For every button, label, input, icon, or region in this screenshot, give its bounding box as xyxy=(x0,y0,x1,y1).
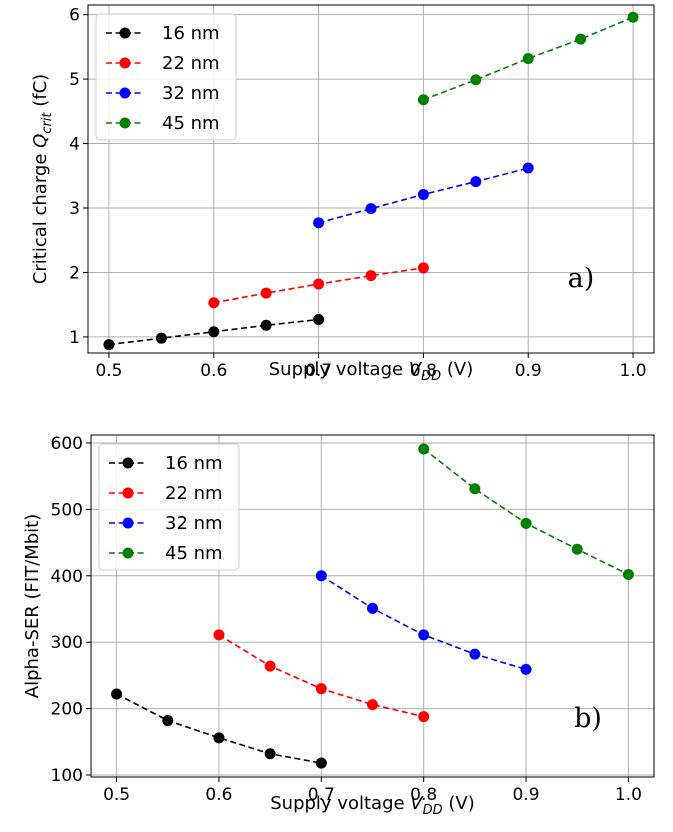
x-tick-label: 0.6 xyxy=(205,785,232,805)
data-point xyxy=(315,570,327,582)
y-tick-label: 300 xyxy=(51,633,83,653)
legend-label: 22 nm xyxy=(162,53,220,74)
data-point xyxy=(418,711,430,723)
legend-label: 16 nm xyxy=(162,23,220,44)
y-tick-label: 6 xyxy=(69,6,80,26)
legend-marker xyxy=(119,27,131,39)
data-point xyxy=(622,568,634,580)
data-point xyxy=(208,297,220,309)
data-point xyxy=(315,683,327,695)
data-point xyxy=(213,732,225,744)
panel-annotation: a) xyxy=(568,263,595,294)
x-tick-label: 0.7 xyxy=(305,361,332,381)
x-tick-label: 0.9 xyxy=(515,361,542,381)
legend-marker xyxy=(119,87,131,99)
x-tick-label: 1.0 xyxy=(615,785,642,805)
data-point xyxy=(208,326,220,338)
data-point xyxy=(418,629,430,641)
y-tick-label: 400 xyxy=(51,567,83,587)
x-tick-label: 0.5 xyxy=(95,361,122,381)
x-tick-label: 0.8 xyxy=(410,361,437,381)
data-point xyxy=(417,94,429,106)
legend-box xyxy=(98,443,240,571)
legend: 16 nm 22 nm 32 nm 45 nm xyxy=(95,13,237,141)
data-point xyxy=(575,33,587,45)
data-point xyxy=(313,217,325,229)
data-point xyxy=(213,629,225,641)
legend-marker xyxy=(119,117,131,129)
y-tick-label: 1 xyxy=(69,328,80,348)
y-axis-label: Alpha-SER (FIT/Mbit) xyxy=(22,514,43,698)
x-tick-label: 1.0 xyxy=(620,361,647,381)
x-tick-label: 0.7 xyxy=(308,785,335,805)
data-point xyxy=(417,188,429,200)
data-point xyxy=(365,203,377,215)
data-point xyxy=(260,287,272,299)
series-line xyxy=(116,693,322,764)
data-point xyxy=(365,270,377,282)
plot-frame xyxy=(90,434,655,778)
y-tick-label: 5 xyxy=(69,70,80,90)
data-point xyxy=(417,262,429,274)
data-point xyxy=(520,663,532,675)
data-point xyxy=(520,517,532,529)
x-tick-label: 0.9 xyxy=(513,785,540,805)
legend-label: 22 nm xyxy=(165,483,223,504)
plot-frame xyxy=(87,4,655,354)
x-axis-label: Supply voltage VDD (V) xyxy=(269,359,474,384)
y-tick-label: 100 xyxy=(51,766,83,786)
data-point xyxy=(155,332,167,344)
x-axis-label: Supply voltage VDD (V) xyxy=(270,793,475,818)
legend-marker xyxy=(122,517,134,529)
legend-label: 45 nm xyxy=(165,543,223,564)
y-tick-label: 600 xyxy=(51,434,83,454)
data-point xyxy=(260,319,272,331)
data-point xyxy=(313,278,325,290)
y-tick-label: 3 xyxy=(69,199,80,219)
data-point xyxy=(367,602,378,614)
data-point xyxy=(264,748,276,760)
data-point xyxy=(264,660,276,672)
chart-panel-a: 0.5 0.6 0.7 0.8 0.9 1.0 1 2 3 4 5 6 Supply voltage V… xyxy=(30,4,655,384)
y-tick-label: 2 xyxy=(69,263,80,283)
legend-label: 32 nm xyxy=(162,83,220,104)
data-point xyxy=(469,483,481,495)
y-axis-label: Critical charge Qcrit (fC) xyxy=(30,74,55,284)
y-tick-label: 4 xyxy=(69,135,80,155)
legend-label: 32 nm xyxy=(165,513,223,534)
legend-marker xyxy=(122,487,134,499)
data-point xyxy=(313,313,325,325)
data-point xyxy=(522,162,534,174)
legend: 16 nm 22 nm 32 nm 45 nm xyxy=(98,443,240,571)
x-tick-label: 0.5 xyxy=(103,785,130,805)
data-point xyxy=(627,11,639,23)
data-point xyxy=(103,339,115,351)
legend-marker xyxy=(122,457,134,469)
x-tick-label: 0.6 xyxy=(200,361,227,381)
data-point xyxy=(470,176,482,188)
legend-label: 45 nm xyxy=(162,113,220,134)
chart-panel-b: 0.5 0.6 0.7 0.8 0.9 1.0 100 200 300 400 500 600 Supp… xyxy=(22,434,655,818)
data-point xyxy=(418,443,430,455)
legend-box xyxy=(95,13,237,141)
data-point xyxy=(367,699,378,711)
panel-annotation: b) xyxy=(574,703,602,734)
data-point xyxy=(315,757,327,769)
data-point xyxy=(522,52,534,64)
legend-label: 16 nm xyxy=(165,453,223,474)
data-point xyxy=(571,543,583,555)
data-point xyxy=(111,688,123,700)
y-tick-label: 500 xyxy=(51,500,83,520)
x-tick-label: 0.8 xyxy=(410,785,437,805)
data-point xyxy=(470,74,482,86)
data-point xyxy=(162,715,174,727)
data-point xyxy=(469,648,481,660)
legend-marker xyxy=(122,547,134,559)
y-tick-label: 200 xyxy=(51,700,83,720)
legend-marker xyxy=(119,57,131,69)
